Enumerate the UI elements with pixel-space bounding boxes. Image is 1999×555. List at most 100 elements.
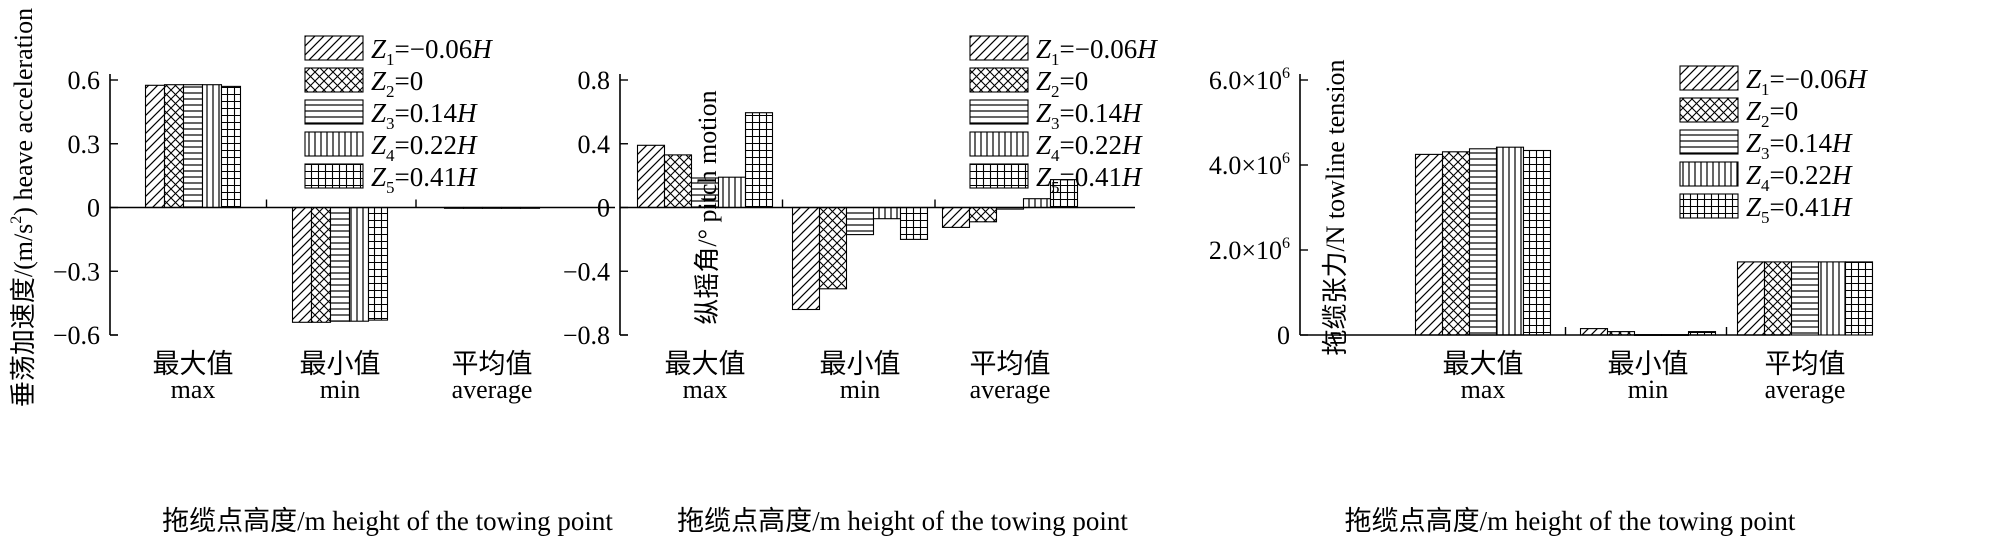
category-label-zh-2: 平均值 bbox=[1765, 349, 1846, 379]
bar-0-0-1 bbox=[163, 84, 185, 209]
legend-label-0: Z1=−0.06H bbox=[1746, 64, 1868, 99]
bar-2-2-4 bbox=[1844, 261, 1874, 336]
y-tick-label-2: 0 bbox=[87, 194, 100, 223]
legend-swatch-4 bbox=[304, 163, 364, 189]
category-label-en-0: max bbox=[1461, 375, 1506, 404]
legend-label-2: Z3=0.14H bbox=[1746, 128, 1853, 163]
category-label-zh-1: 最小值 bbox=[1608, 349, 1689, 379]
legend-label-2: Z3=0.14H bbox=[371, 98, 478, 133]
category-label-zh-0: 最大值 bbox=[1443, 349, 1524, 379]
bar-0-1-2 bbox=[329, 206, 351, 322]
legend-label-4: Z5=0.41H bbox=[1036, 162, 1143, 197]
category-label-zh-1: 最小值 bbox=[300, 349, 381, 379]
category-label-en-1: min bbox=[840, 375, 880, 404]
bar-0-0-2 bbox=[182, 84, 204, 209]
legend-swatch-3 bbox=[969, 131, 1029, 157]
bar-0-1-0 bbox=[291, 206, 313, 323]
legend-swatch-1 bbox=[1679, 97, 1739, 123]
legend-label-4: Z5=0.41H bbox=[1746, 192, 1853, 227]
legend-swatch-2 bbox=[304, 99, 364, 125]
category-label-en-2: average bbox=[970, 375, 1051, 404]
legend-swatch-3 bbox=[1679, 161, 1739, 187]
category-label-en-2: average bbox=[1765, 375, 1846, 404]
bar-0-1-3 bbox=[348, 206, 370, 322]
bar-1-1-0 bbox=[791, 206, 821, 311]
y-tick-label-3: 0 bbox=[1277, 321, 1290, 350]
x-axis-label: 拖缆点高度/m height of the towing point bbox=[1345, 506, 1796, 536]
y-tick-label-0: 6.0×106 bbox=[1209, 65, 1290, 95]
legend-swatch-4 bbox=[969, 163, 1029, 189]
legend-label-0: Z1=−0.06H bbox=[1036, 34, 1158, 69]
bar-2-2-1 bbox=[1763, 261, 1793, 336]
y-tick-label-1: 4.0×106 bbox=[1209, 150, 1290, 180]
bar-2-2-2 bbox=[1790, 261, 1820, 336]
bar-2-0-1 bbox=[1441, 151, 1471, 336]
y-tick-label-2: 2.0×106 bbox=[1209, 235, 1290, 265]
bar-2-2-0 bbox=[1736, 261, 1766, 336]
y-tick-label-3: −0.3 bbox=[53, 257, 100, 286]
bar-2-0-2 bbox=[1468, 148, 1498, 336]
legend-swatch-3 bbox=[304, 131, 364, 157]
legend-swatch-1 bbox=[304, 67, 364, 93]
category-label-en-1: min bbox=[1628, 375, 1668, 404]
bar-2-0-3 bbox=[1495, 146, 1525, 336]
legend-label-3: Z4=0.22H bbox=[1036, 130, 1143, 165]
bar-1-0-4 bbox=[744, 112, 774, 209]
legend-label-0: Z1=−0.06H bbox=[371, 34, 493, 69]
bar-1-2-1 bbox=[968, 206, 998, 223]
y-tick-label-4: −0.8 bbox=[563, 321, 610, 350]
bar-0-0-4 bbox=[220, 85, 242, 209]
legend-label-3: Z4=0.22H bbox=[1746, 160, 1853, 195]
legend-label-1: Z2=0 bbox=[371, 66, 423, 101]
bar-1-2-0 bbox=[941, 206, 971, 228]
x-axis-label: 拖缆点高度/m height of the towing point bbox=[677, 506, 1128, 536]
bar-2-0-4 bbox=[1522, 149, 1552, 336]
y-axis-label: 垂荡加速度/(m/s2) heave acceleration bbox=[8, 8, 38, 407]
bar-0-1-1 bbox=[310, 206, 332, 323]
category-label-en-0: max bbox=[171, 375, 216, 404]
bar-1-1-1 bbox=[818, 206, 848, 290]
bar-0-1-4 bbox=[367, 206, 389, 321]
legend-label-2: Z3=0.14H bbox=[1036, 98, 1143, 133]
bar-0-0-3 bbox=[201, 84, 223, 209]
bar-2-2-3 bbox=[1817, 261, 1847, 336]
y-tick-label-3: −0.4 bbox=[563, 257, 610, 286]
category-label-zh-2: 平均值 bbox=[970, 349, 1051, 379]
legend-label-1: Z2=0 bbox=[1036, 66, 1088, 101]
category-label-zh-0: 最大值 bbox=[153, 349, 234, 379]
legend-swatch-2 bbox=[969, 99, 1029, 125]
bar-1-2-3 bbox=[1022, 198, 1052, 209]
bar-1-1-4 bbox=[899, 206, 929, 240]
category-label-en-1: min bbox=[320, 375, 360, 404]
category-label-zh-1: 最小值 bbox=[820, 349, 901, 379]
y-tick-label-2: 0 bbox=[597, 194, 610, 223]
category-label-en-2: average bbox=[452, 375, 533, 404]
category-label-zh-0: 最大值 bbox=[665, 349, 746, 379]
bar-2-0-0 bbox=[1414, 153, 1444, 336]
y-tick-label-0: 0.6 bbox=[68, 66, 101, 95]
y-tick-label-1: 0.4 bbox=[578, 130, 611, 159]
legend-swatch-0 bbox=[1679, 65, 1739, 91]
bar-1-0-1 bbox=[663, 154, 693, 209]
bar-2-1-0 bbox=[1579, 328, 1609, 336]
category-label-en-0: max bbox=[683, 375, 728, 404]
category-label-zh-2: 平均值 bbox=[452, 349, 533, 379]
bar-1-0-0 bbox=[636, 144, 666, 209]
bar-1-2-4 bbox=[1049, 179, 1079, 209]
legend-label-3: Z4=0.22H bbox=[371, 130, 478, 165]
bar-1-1-3 bbox=[872, 206, 902, 220]
y-axis-label: 拖缆张力/N towline tension bbox=[1321, 59, 1350, 355]
y-tick-label-4: −0.6 bbox=[53, 321, 100, 350]
y-tick-label-1: 0.3 bbox=[68, 130, 101, 159]
x-axis-label: 拖缆点高度/m height of the towing point bbox=[162, 506, 613, 536]
legend-swatch-0 bbox=[304, 35, 364, 61]
legend-swatch-1 bbox=[969, 67, 1029, 93]
bar-1-0-3 bbox=[717, 176, 747, 209]
legend-swatch-0 bbox=[969, 35, 1029, 61]
legend-swatch-2 bbox=[1679, 129, 1739, 155]
legend-label-4: Z5=0.41H bbox=[371, 162, 478, 197]
bar-1-1-2 bbox=[845, 206, 875, 236]
